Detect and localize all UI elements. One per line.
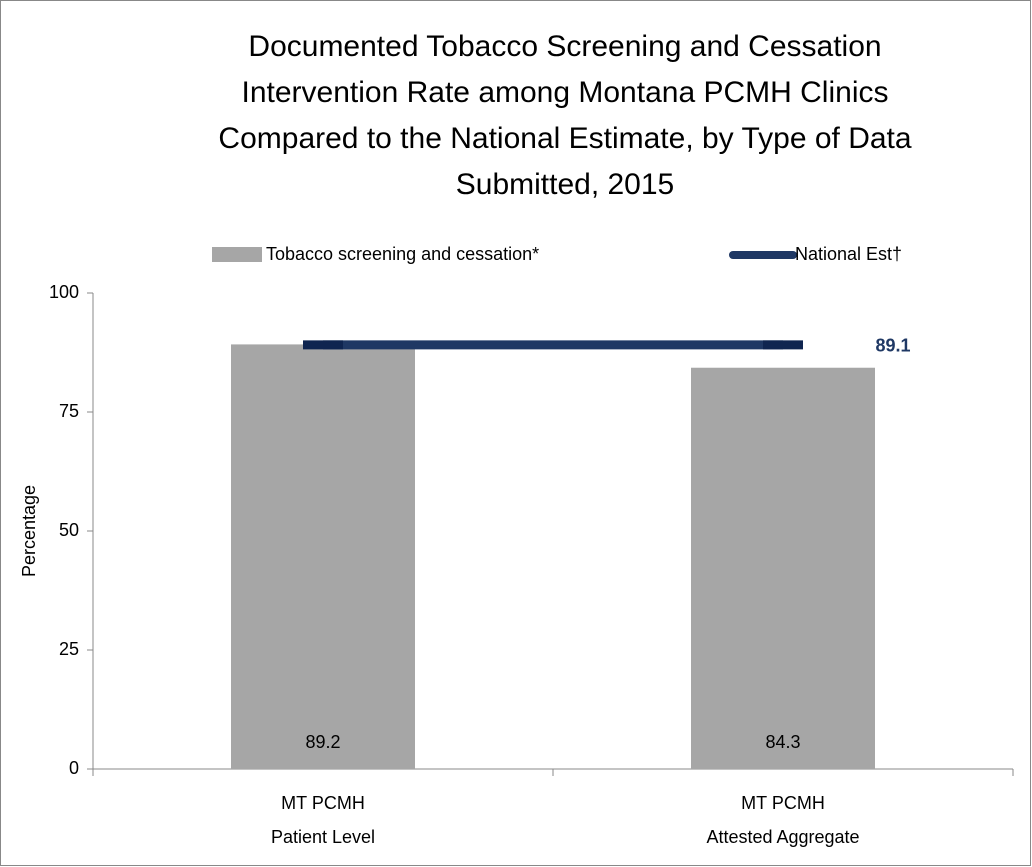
chart-title: Documented Tobacco Screening and Cessati… (248, 30, 881, 63)
chart-title: Intervention Rate among Montana PCMH Cli… (242, 76, 889, 109)
bar (691, 367, 875, 769)
y-tick-label: 0 (69, 758, 79, 778)
y-tick-label: 100 (49, 282, 79, 302)
x-tick-label: MT PCMH (281, 793, 365, 813)
bar (231, 344, 415, 769)
line-value-label: 89.1 (875, 336, 910, 356)
chart-title: Submitted, 2015 (456, 168, 674, 201)
x-tick-label: Attested Aggregate (706, 827, 859, 847)
legend-label: National Est† (795, 244, 902, 264)
x-tick-label: MT PCMH (741, 793, 825, 813)
bar-value-label: 84.3 (765, 732, 800, 752)
y-tick-label: 75 (59, 401, 79, 421)
chart-title: Compared to the National Estimate, by Ty… (218, 122, 911, 155)
y-axis-label: Percentage (19, 485, 39, 577)
y-tick-label: 25 (59, 639, 79, 659)
legend-swatch (212, 247, 262, 262)
y-tick-label: 50 (59, 520, 79, 540)
legend-label: Tobacco screening and cessation* (266, 244, 539, 264)
bar-value-label: 89.2 (305, 732, 340, 752)
x-tick-label: Patient Level (271, 827, 375, 847)
